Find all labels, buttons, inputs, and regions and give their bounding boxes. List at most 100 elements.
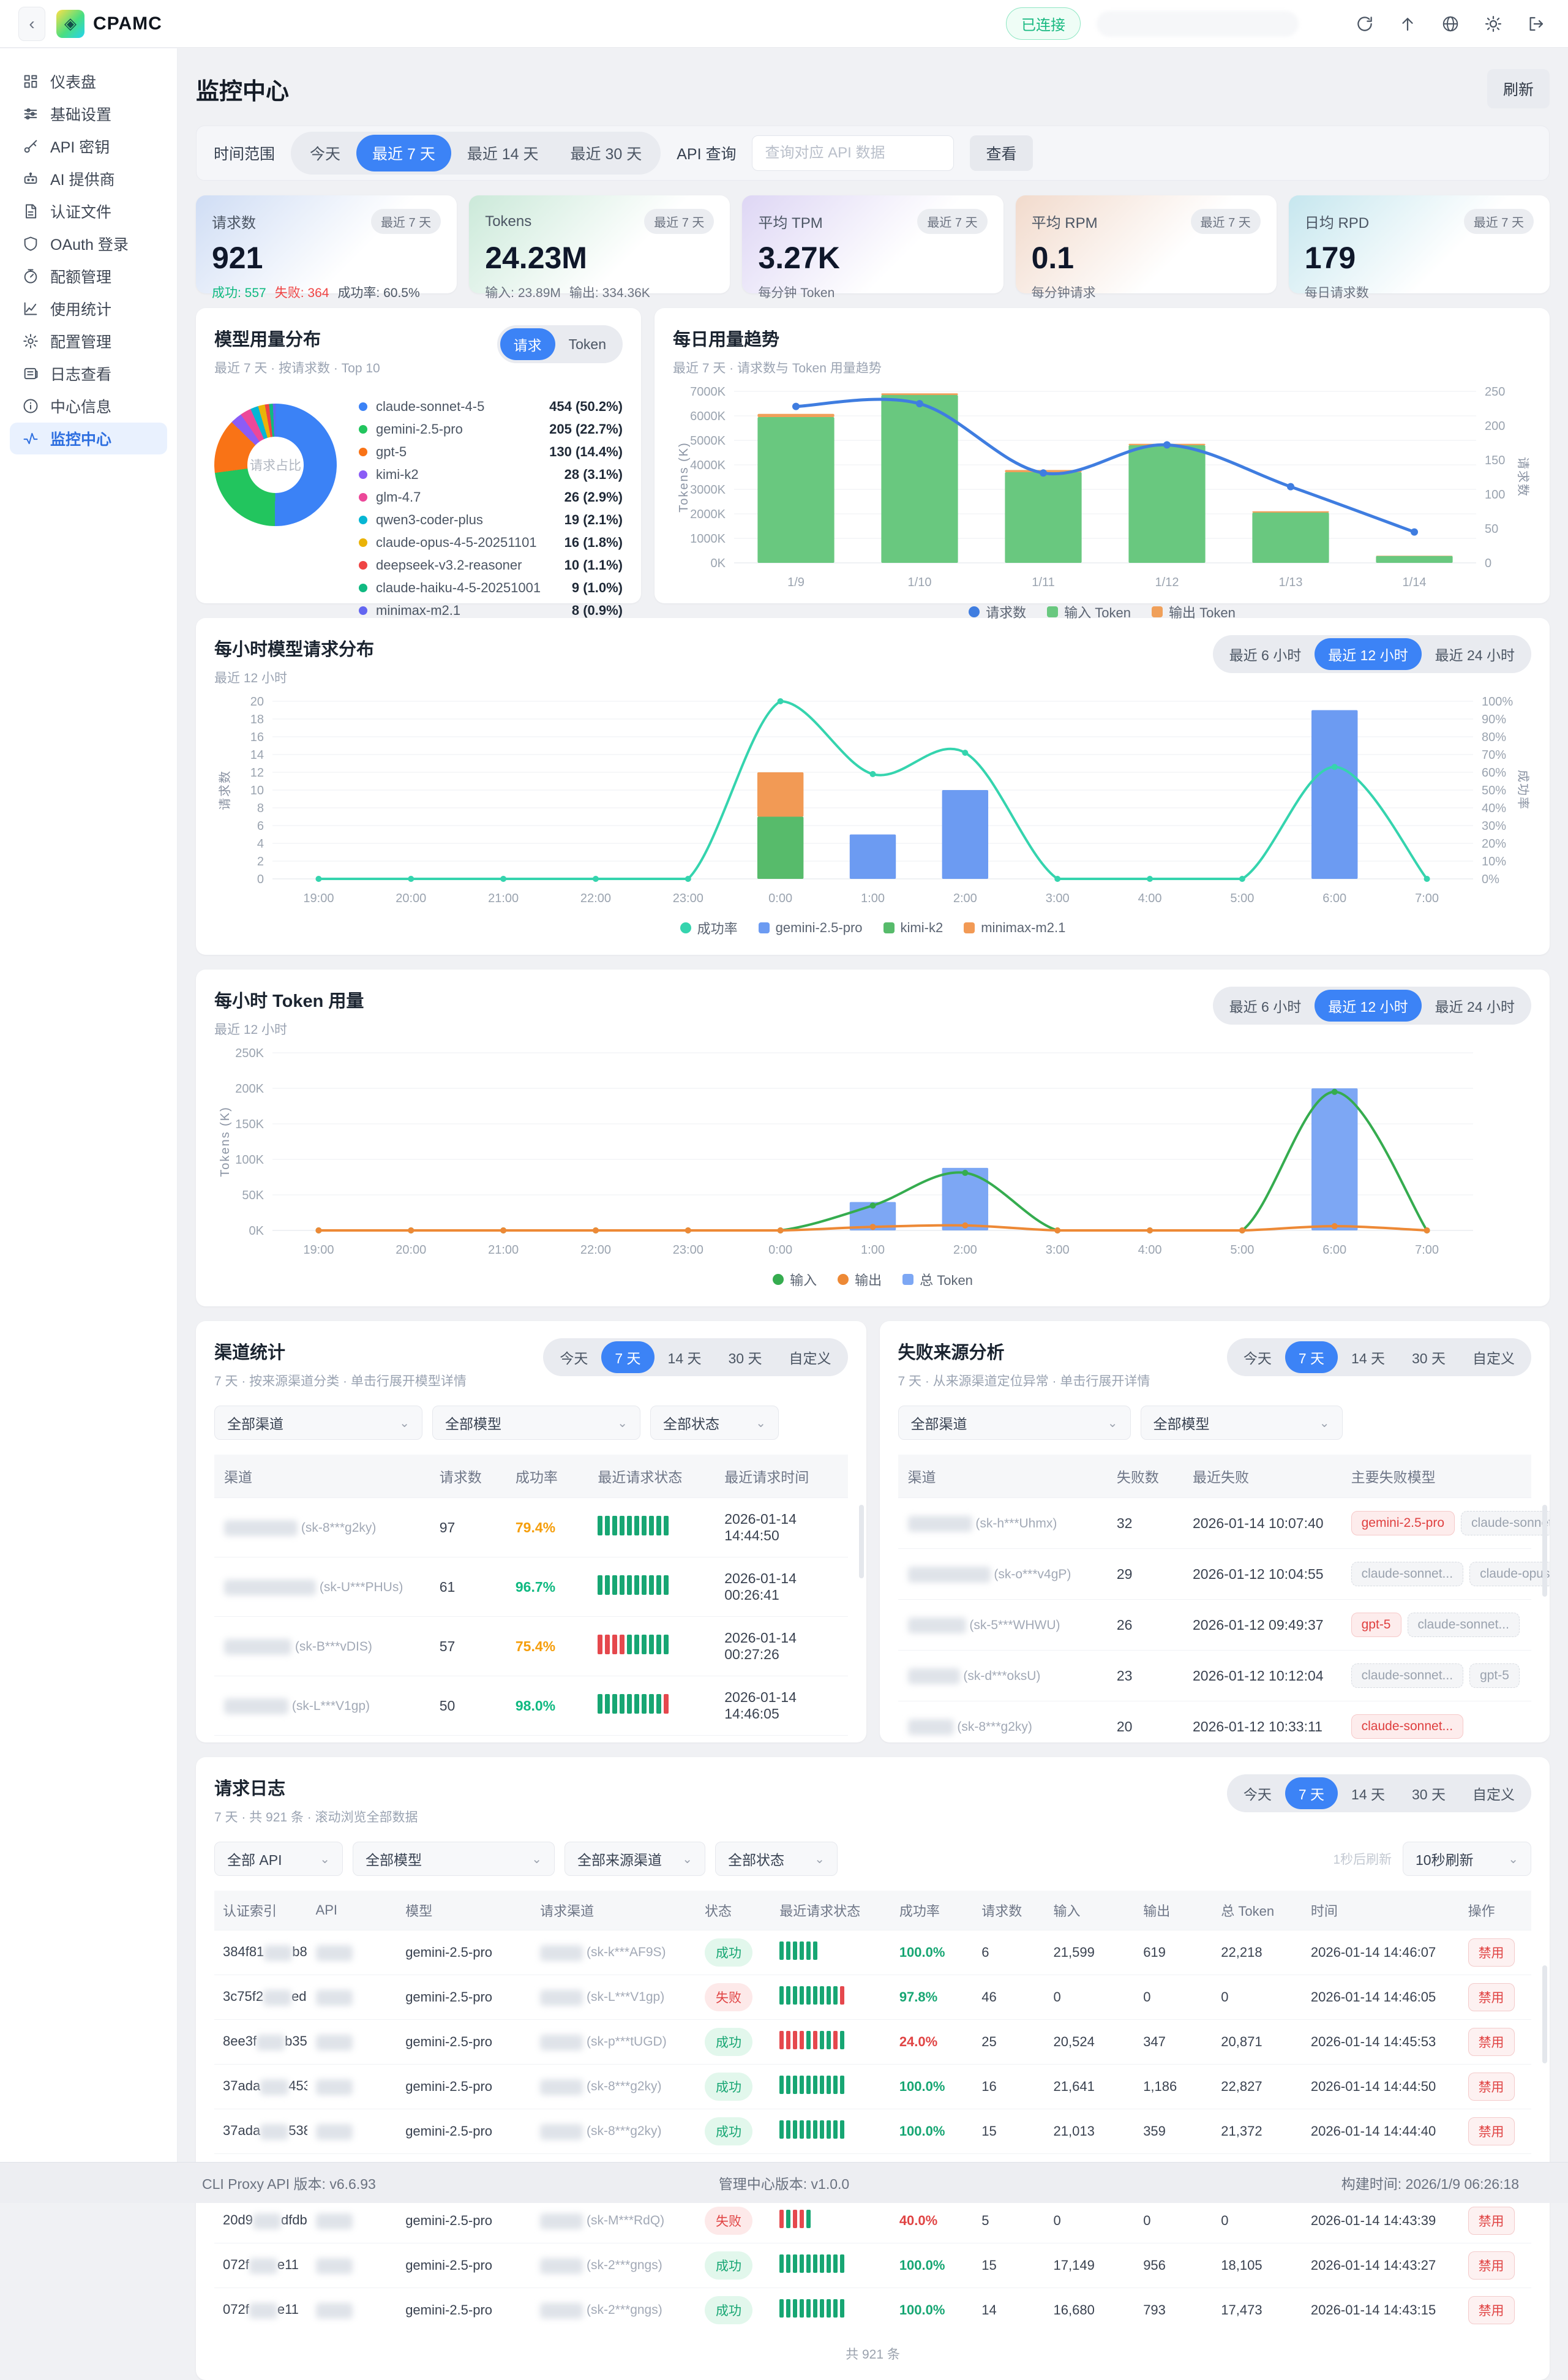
range-option[interactable]: 最近 6 小时 <box>1216 990 1315 1022</box>
language-globe-icon[interactable] <box>1437 10 1464 37</box>
range-option[interactable]: 请求 <box>500 328 555 360</box>
legend-item: 输入 <box>773 1270 817 1289</box>
column-header: 时间 <box>1302 1891 1460 1930</box>
redacted-text <box>540 2123 583 2140</box>
table-row[interactable]: 37ada538bgemini-2.5-pro (sk-8***g2ky)成功1… <box>214 2109 1531 2154</box>
sidebar-item-monitoring[interactable]: 监控中心 <box>10 423 167 454</box>
api-query-input[interactable] <box>752 135 955 171</box>
disable-button[interactable]: 禁用 <box>1468 2117 1515 2145</box>
range-option[interactable]: 最近 24 小时 <box>1422 990 1528 1022</box>
recent-status-bars <box>779 2210 811 2228</box>
range-option[interactable]: 14 天 <box>655 1341 715 1373</box>
filter-select[interactable]: 全部状态 ⌄ <box>715 1842 838 1876</box>
disable-button[interactable]: 禁用 <box>1468 2251 1515 2280</box>
sidebar-item-config[interactable]: 配置管理 <box>10 325 167 357</box>
range-option[interactable]: 最近 12 小时 <box>1315 638 1422 670</box>
svg-text:19:00: 19:00 <box>303 1243 334 1257</box>
disable-button[interactable]: 禁用 <box>1468 2296 1515 2324</box>
sidebar-item-center-info[interactable]: 中心信息 <box>10 390 167 422</box>
refresh-icon[interactable] <box>1351 10 1378 37</box>
sidebar-item-auth-files[interactable]: 认证文件 <box>10 195 167 227</box>
channel-table-scrollbar[interactable] <box>858 1505 864 1578</box>
range-option[interactable]: 最近 24 小时 <box>1422 638 1528 670</box>
filter-select[interactable]: 全部模型 ⌄ <box>432 1406 640 1440</box>
svg-text:7:00: 7:00 <box>1415 1243 1439 1257</box>
svg-text:1/12: 1/12 <box>1155 576 1179 589</box>
filter-select[interactable]: 全部来源渠道 ⌄ <box>565 1842 705 1876</box>
table-row[interactable]: 8ee3fb353gemini-2.5-pro (sk-p***tUGD)成功2… <box>214 2019 1531 2065</box>
filter-select[interactable]: 全部 API ⌄ <box>214 1842 343 1876</box>
sidebar-item-api-keys[interactable]: API 密钥 <box>10 130 167 162</box>
legend-item: minimax-m2.1 <box>964 920 1065 936</box>
failure-table-scrollbar[interactable] <box>1542 1505 1547 1597</box>
upload-icon[interactable] <box>1394 10 1421 37</box>
sidebar-item-oauth-login[interactable]: OAuth 登录 <box>10 228 167 260</box>
range-option[interactable]: 今天 <box>546 1341 601 1373</box>
table-row[interactable]: 384f81b8fgemini-2.5-pro (sk-k***AF9S)成功1… <box>214 1930 1531 1975</box>
disable-button[interactable]: 禁用 <box>1468 2073 1515 2101</box>
range-option[interactable]: 14 天 <box>1338 1777 1398 1809</box>
svg-text:40%: 40% <box>1482 802 1506 815</box>
sidebar-collapse-button[interactable]: ‹ <box>18 6 45 41</box>
refresh-button[interactable]: 刷新 <box>1487 69 1550 108</box>
sidebar-item-ai-providers[interactable]: AI 提供商 <box>10 163 167 195</box>
request-log-scrollbar[interactable] <box>1542 1965 1547 2063</box>
disable-button[interactable]: 禁用 <box>1468 2028 1515 2056</box>
table-row[interactable]: 072f e11 gemini-2.5-pro (sk-2***gngs) 成功 100… <box>214 2243 1531 2288</box>
legend-item: 成功率 <box>680 918 738 938</box>
table-row[interactable]: (sk-8***g2ky) 20 2026-01-12 10:33:11 claude… <box>898 1701 1531 1742</box>
table-row[interactable]: 3c75f2 ed gemini-2.5-pro (sk-L***V1gp) 失败 97… <box>214 1975 1531 2020</box>
table-row[interactable]: (sk-L***V1gp) 50 98.0% 2026-01-14 14:46:05 <box>214 1676 848 1736</box>
filter-select[interactable]: 全部模型 ⌄ <box>353 1842 555 1876</box>
range-option[interactable]: 今天 <box>1230 1341 1285 1373</box>
sidebar-item-dashboard[interactable]: 仪表盘 <box>10 66 167 97</box>
table-row[interactable]: 20d9 dfdb gemini-2.5-pro (sk-M***RdQ) 失败 40.… <box>214 2198 1531 2243</box>
range-option[interactable]: 7 天 <box>1285 1341 1338 1373</box>
disable-button[interactable]: 禁用 <box>1468 2207 1515 2235</box>
table-row[interactable]: (sk-d***oksU) 23 2026-01-12 10:12:04 claude… <box>898 1650 1531 1701</box>
range-option[interactable]: 30 天 <box>715 1341 776 1373</box>
disable-button[interactable]: 禁用 <box>1468 1938 1515 1967</box>
app-logo: ◈ <box>56 9 84 38</box>
range-option[interactable]: 7 天 <box>1285 1777 1338 1809</box>
range-option[interactable]: 最近 7 天 <box>356 135 451 171</box>
theme-sun-icon[interactable] <box>1480 10 1507 37</box>
table-row[interactable]: (sk-o***v4gP) 29 2026-01-12 10:04:55 claude… <box>898 1548 1550 1600</box>
sidebar-item-quota[interactable]: 配额管理 <box>10 260 167 292</box>
sidebar-item-basic-settings[interactable]: 基础设置 <box>10 98 167 130</box>
filter-select[interactable]: 全部状态 ⌄ <box>650 1406 779 1440</box>
table-row[interactable]: (sk-Q***8f6R)4667.4%2026-01-14 14:40:35 <box>214 1735 848 1742</box>
range-option[interactable]: 自定义 <box>1459 1341 1528 1373</box>
range-option[interactable]: 最近 30 天 <box>555 135 658 171</box>
svg-text:60%: 60% <box>1482 766 1506 780</box>
disable-button[interactable]: 禁用 <box>1468 1983 1515 2011</box>
filter-select[interactable]: 全部渠道 ⌄ <box>214 1406 422 1440</box>
range-option[interactable]: 7 天 <box>601 1341 655 1373</box>
sidebar-item-usage-stats[interactable]: 使用统计 <box>10 293 167 325</box>
range-option[interactable]: 最近 12 小时 <box>1315 990 1422 1022</box>
range-option[interactable]: 30 天 <box>1398 1777 1459 1809</box>
logout-icon[interactable] <box>1523 10 1550 37</box>
redacted-text <box>540 2258 583 2274</box>
table-row[interactable]: (sk-8***g2ky) 97 79.4% 2026-01-14 14:44:50 <box>214 1497 848 1557</box>
range-option[interactable]: 最近 14 天 <box>451 135 555 171</box>
table-row[interactable]: (sk-5***WHWU) 26 2026-01-12 09:49:37 gpt-5 c… <box>898 1599 1531 1651</box>
range-option[interactable]: 自定义 <box>1459 1777 1528 1809</box>
refresh-interval-select[interactable]: 10秒刷新 ⌄ <box>1403 1842 1531 1876</box>
sidebar-item-logs[interactable]: 日志查看 <box>10 358 167 390</box>
filter-select[interactable]: 全部渠道 ⌄ <box>898 1406 1131 1440</box>
range-option[interactable]: Token <box>555 328 620 360</box>
table-row[interactable]: 37ada4538bgemini-2.5-pro (sk-8***g2ky)成功… <box>214 2064 1531 2109</box>
range-option[interactable]: 今天 <box>294 135 356 171</box>
table-row[interactable]: (sk-B***vDIS) 57 75.4% 2026-01-14 00:27:26 <box>214 1616 848 1676</box>
table-row[interactable]: 072f e11 gemini-2.5-pro (sk-2***gngs) 成功 100… <box>214 2288 1531 2332</box>
filter-select[interactable]: 全部模型 ⌄ <box>1140 1406 1343 1440</box>
range-option[interactable]: 最近 6 小时 <box>1216 638 1315 670</box>
range-option[interactable]: 自定义 <box>776 1341 845 1373</box>
range-option[interactable]: 30 天 <box>1398 1341 1459 1373</box>
table-row[interactable]: (sk-U***PHUs) 61 96.7% 2026-01-14 00:26:41 <box>214 1557 848 1617</box>
table-row[interactable]: (sk-h***Uhmx) 32 2026-01-14 10:07:40 gemini… <box>898 1497 1550 1549</box>
range-option[interactable]: 今天 <box>1230 1777 1285 1809</box>
view-button[interactable]: 查看 <box>970 135 1033 171</box>
range-option[interactable]: 14 天 <box>1338 1341 1398 1373</box>
